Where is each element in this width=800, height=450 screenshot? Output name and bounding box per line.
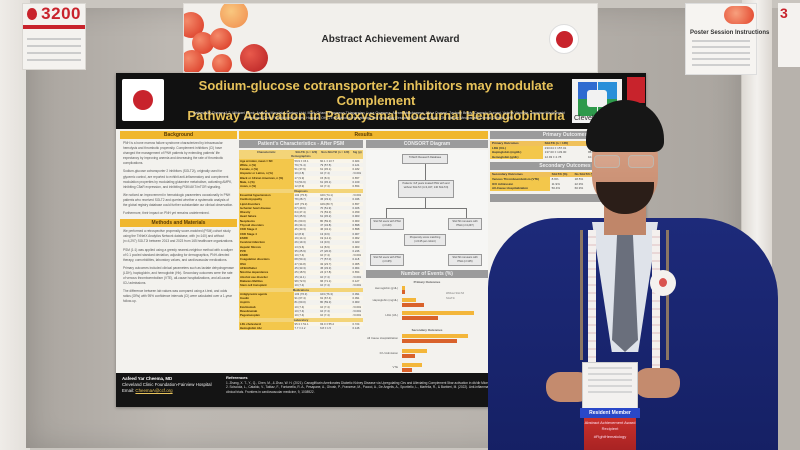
blood-drop-pin-icon: [650, 270, 676, 296]
society-seal-icon: [549, 24, 579, 54]
board-number: 3200: [41, 4, 81, 23]
references: References 1. Zhang, X. T., Y., Q., Chen…: [226, 375, 630, 394]
red-tab: [627, 77, 645, 103]
hair: [586, 100, 664, 152]
poster-authors: Aafeed Yar Cheema1,2, Mikhael Munir, Aas…: [193, 111, 565, 120]
secondary-outcomes-heading: Secondary Outcomes: [490, 162, 640, 171]
poster-header: Sodium-glucose cotransporter-2 inhibitor…: [116, 73, 646, 129]
lanyard: [588, 230, 596, 370]
tie: [612, 232, 638, 352]
events-chart-heading: Number of Events (%): [366, 270, 488, 278]
award-title: Abstract Achievement Award: [321, 34, 460, 45]
patients-table: Characteristic SGLT2i (n = 120) Non-SGLT2i…: [239, 150, 363, 331]
adjacent-board-number-card: 3: [778, 3, 800, 67]
consort-diagram: TriNetX Research Database Patients >18 y…: [366, 150, 488, 270]
card-divider: [23, 25, 85, 29]
red-cells-graphic: [184, 4, 269, 72]
award-ribbon: Abstract Achievement Award Recipient #Fi…: [584, 418, 636, 450]
methods-heading: Methods and Materials: [120, 219, 237, 228]
poster-title: Sodium-glucose cotransporter-2 inhibitor…: [187, 78, 565, 123]
name-badge: Resident Member Abstract Achievement Awa…: [580, 362, 640, 450]
email-link[interactable]: CheemaA@ccf.org: [135, 388, 173, 393]
contact-info: Aafeed Yar Cheema, MD Cleveland Clinic F…: [122, 376, 212, 393]
instructions-card: Poster Session Instructions: [685, 3, 770, 75]
glasses-icon: [594, 155, 656, 169]
red-cells-graphic: [724, 6, 754, 24]
patients-table-column: Patient's Characteristics - After PSM Ch…: [239, 140, 363, 386]
events-bar-chart: Primary Outcomes Hemoglobin (g/dL) Hapto…: [366, 280, 488, 405]
award-banner: Abstract Achievement Award: [183, 3, 598, 73]
resident-member-ribbon: Resident Member: [580, 408, 640, 418]
background-methods-column: Background PNH is a bone marrow failure …: [120, 131, 237, 377]
wall: [0, 0, 30, 450]
background-heading: Background: [120, 131, 237, 139]
board-number-card: 3200: [22, 3, 86, 70]
society-logo-icon: [27, 8, 38, 20]
patients-table-heading: Patient's Characteristics - After PSM: [239, 140, 363, 148]
consort-chart-column: CONSORT Diagram TriNetX Research Databas…: [366, 140, 488, 390]
methods-text: We performed a retrospective propensity …: [123, 229, 234, 304]
presenter: Resident Member Abstract Achievement Awa…: [488, 100, 778, 450]
primary-outcomes-heading: Primary Outcomes: [490, 131, 640, 139]
results-heading: Results: [239, 131, 488, 139]
background-text: PNH is a bone marrow failure syndrome ch…: [123, 141, 234, 216]
consort-heading: CONSORT Diagram: [366, 140, 488, 148]
society-logo-icon: [122, 79, 164, 121]
instructions-title: Poster Session Instructions: [690, 30, 770, 36]
lanyard: [652, 230, 660, 370]
